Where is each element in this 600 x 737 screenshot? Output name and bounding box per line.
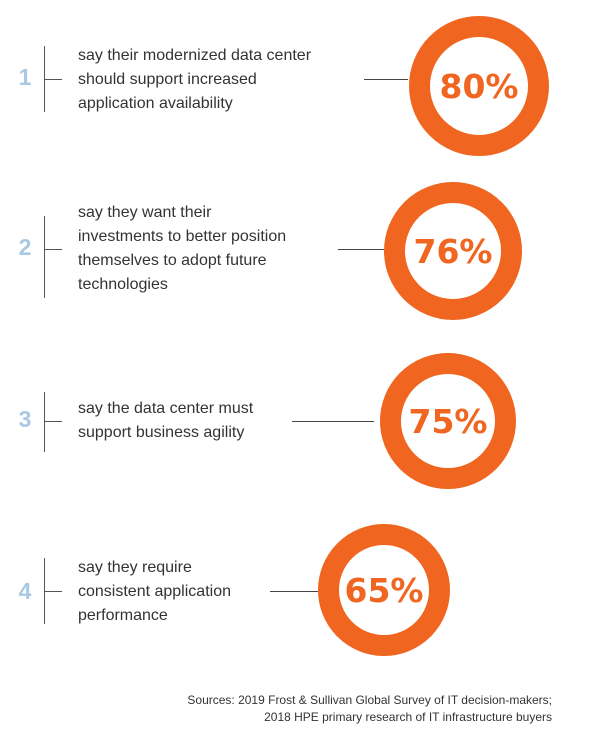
description-line: consistent application bbox=[78, 583, 231, 600]
description-line: support business agility bbox=[78, 424, 245, 441]
stat-description: say the data center must support busines… bbox=[78, 397, 253, 445]
stat-description: say their modernized data center should … bbox=[78, 44, 311, 116]
description-line: performance bbox=[78, 607, 168, 624]
connector-line bbox=[338, 249, 384, 250]
bracket-tick bbox=[44, 249, 62, 250]
percent-ring: 65% bbox=[318, 524, 450, 656]
description-line: should support increased bbox=[78, 71, 257, 88]
percent-value: 76% bbox=[413, 231, 493, 271]
step-number: 2 bbox=[18, 234, 32, 260]
description-line: say their modernized data center bbox=[78, 47, 312, 64]
description-line: say the data center must bbox=[78, 400, 254, 417]
stat-description: say they require consistent application … bbox=[78, 556, 231, 628]
description-line: application availability bbox=[78, 95, 233, 112]
connector-line bbox=[292, 421, 374, 422]
step-number: 1 bbox=[18, 64, 32, 90]
percent-value: 80% bbox=[439, 66, 519, 106]
description-line: technologies bbox=[78, 276, 168, 293]
percent-ring: 76% bbox=[384, 182, 522, 320]
sources-note: Sources: 2019 Frost & Sullivan Global Su… bbox=[187, 692, 552, 726]
percent-value: 65% bbox=[344, 570, 424, 610]
bracket-tick bbox=[44, 591, 62, 592]
description-line: investments to better position bbox=[78, 228, 287, 245]
stat-description: say they want their investments to bette… bbox=[78, 201, 286, 297]
percent-value: 75% bbox=[408, 401, 488, 441]
description-line: themselves to adopt future bbox=[78, 252, 267, 269]
percent-ring: 75% bbox=[380, 353, 516, 489]
percent-ring: 80% bbox=[409, 16, 549, 156]
sources-line: 2018 HPE primary research of IT infrastr… bbox=[264, 710, 552, 724]
bracket-line bbox=[44, 392, 45, 452]
bracket-line bbox=[44, 216, 45, 298]
description-line: say they require bbox=[78, 559, 192, 576]
sources-line: Sources: 2019 Frost & Sullivan Global Su… bbox=[187, 693, 552, 707]
connector-line bbox=[364, 79, 408, 80]
connector-line bbox=[270, 591, 318, 592]
step-number: 4 bbox=[18, 578, 32, 604]
bracket-tick bbox=[44, 79, 62, 80]
step-number: 3 bbox=[18, 406, 32, 432]
description-line: say they want their bbox=[78, 204, 212, 221]
bracket-tick bbox=[44, 421, 62, 422]
